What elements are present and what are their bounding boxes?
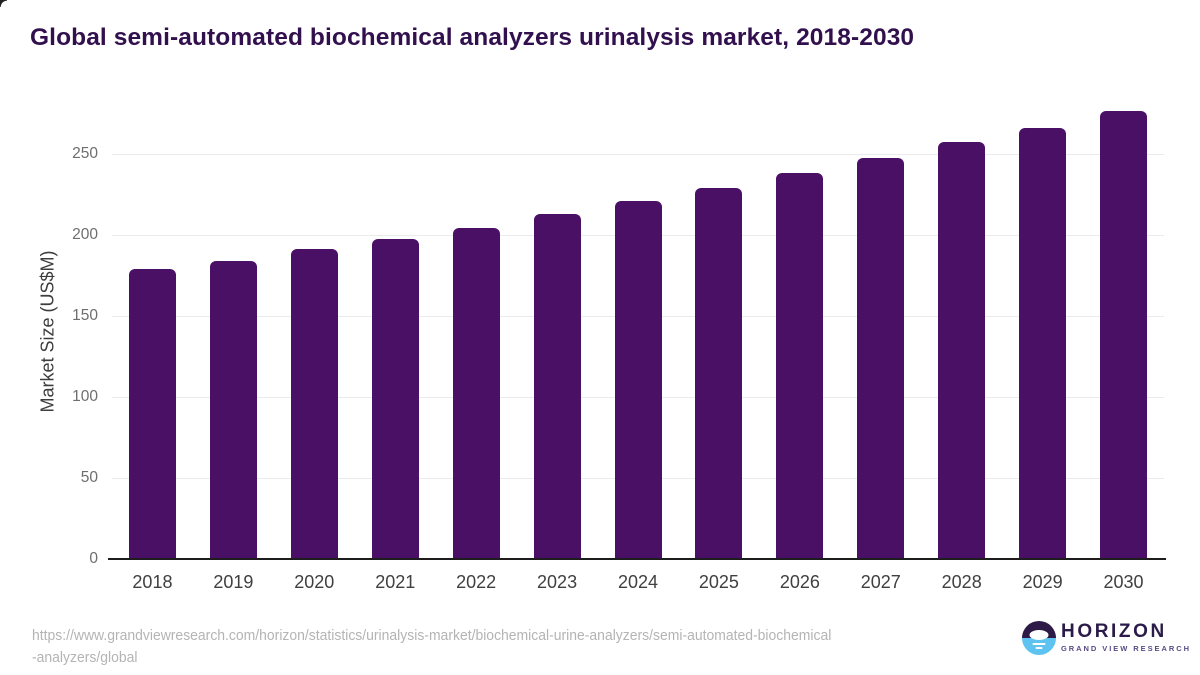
x-tick-label: 2027 [860,572,901,592]
bar-2024 [614,200,662,559]
x-tick-label: 2024 [617,572,659,592]
y-tick-label: 50 [80,468,98,486]
chart-title: Global semi-automated biochemical analyz… [30,24,915,51]
bar-2018 [128,268,176,559]
gridline [112,153,1164,155]
bar-2029 [1019,127,1067,559]
x-tick-label: 2029 [1022,572,1063,592]
sun-reflection-line [1035,646,1043,649]
x-tick-label: 2020 [294,572,335,592]
bar-2027 [857,158,905,559]
x-tick-label: 2028 [941,572,982,592]
x-axis-line [108,558,1166,560]
screenshot-corner-artifact [0,0,7,7]
bar-2023 [533,213,581,559]
source-url-line2: -analyzers/global [32,649,138,666]
x-tick-label: 2026 [779,572,820,592]
bar-2030 [1100,111,1148,559]
horizon-logo: HORIZON GRAND VIEW RESEARCH [1022,621,1189,661]
bar-2028 [938,142,986,559]
source-url-line1: https://www.grandviewresearch.com/horizo… [32,627,832,644]
logo-text: HORIZON GRAND VIEW RESEARCH [1061,622,1191,653]
x-tick-label: 2019 [213,572,254,592]
x-tick-label: 2018 [132,572,173,592]
bar-2021 [371,239,419,559]
x-tick-label: 2025 [698,572,739,592]
bar-2026 [776,173,824,559]
y-tick-label: 0 [89,550,98,567]
x-tick-label: 2030 [1103,572,1144,592]
logo-subtitle: GRAND VIEW RESEARCH [1061,644,1191,653]
bar-2020 [290,249,338,559]
x-tick-label: 2023 [537,572,578,592]
bar-2019 [209,260,257,559]
y-tick-label: 150 [72,306,98,324]
sun-icon [1029,630,1049,640]
y-tick-label: 200 [72,225,98,243]
x-tick-label: 2022 [456,572,497,592]
y-tick-label: 250 [72,144,98,162]
y-axis-title: Market Size (US$M) [37,250,58,413]
sun-reflection-line [1032,642,1046,645]
y-tick-label: 100 [72,387,98,405]
bar-2025 [695,187,743,559]
plot-area [112,100,1164,559]
x-tick-label: 2021 [375,572,416,592]
logo-name: HORIZON [1061,621,1167,642]
source-url: https://www.grandviewresearch.com/horizo… [32,625,943,669]
horizon-logo-icon [1022,621,1056,655]
bar-2022 [452,228,500,559]
